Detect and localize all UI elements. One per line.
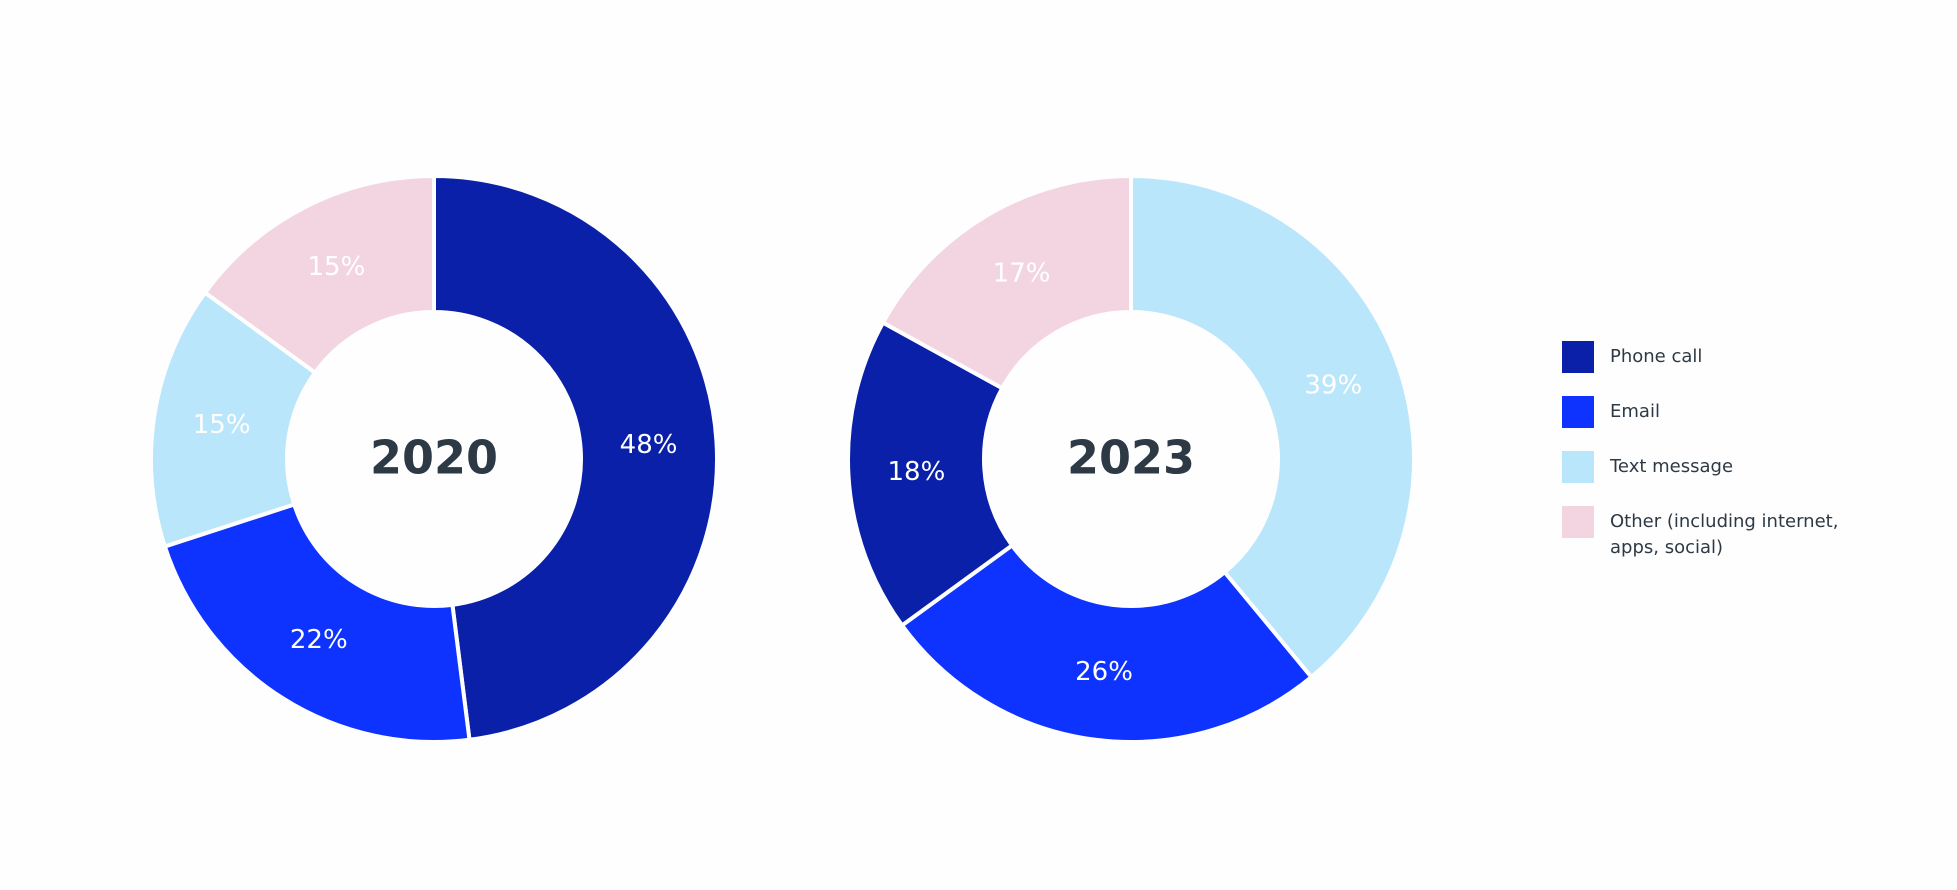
legend-swatch xyxy=(1562,506,1594,538)
legend-item: Text message xyxy=(1562,451,1862,483)
legend-swatch xyxy=(1562,396,1594,428)
legend-swatch xyxy=(1562,451,1594,483)
donut-segment xyxy=(846,319,1015,629)
donut-segment xyxy=(162,501,472,744)
donut-segment xyxy=(202,173,436,376)
legend-label: Other (including internet, apps, social) xyxy=(1610,511,1839,558)
donut-segment xyxy=(899,542,1315,744)
value-label: 22% xyxy=(290,625,348,655)
legend-swatch xyxy=(1562,341,1594,373)
legend-item: Email xyxy=(1562,396,1862,428)
donut-segment xyxy=(1129,173,1416,680)
value-label: 15% xyxy=(307,252,365,282)
donut-segment xyxy=(432,173,719,743)
legend-label: Phone call xyxy=(1610,346,1703,367)
chart-title: 2023 xyxy=(1067,431,1195,485)
value-label: 39% xyxy=(1304,371,1362,401)
value-label: 17% xyxy=(993,258,1051,288)
legend: Phone call Email Text message Other (includ… xyxy=(1562,341,1862,584)
donut-segment xyxy=(149,289,318,549)
legend-item: Other (including internet, apps, social) xyxy=(1562,506,1862,561)
legend-label: Email xyxy=(1610,401,1660,422)
value-label: 26% xyxy=(1075,657,1133,687)
value-label: 18% xyxy=(888,457,946,487)
legend-item: Phone call xyxy=(1562,341,1862,373)
donut-segment xyxy=(880,173,1133,391)
value-label: 15% xyxy=(193,410,251,440)
chart-title: 2020 xyxy=(370,431,498,485)
legend-label: Text message xyxy=(1610,456,1734,477)
value-label: 48% xyxy=(620,430,678,460)
